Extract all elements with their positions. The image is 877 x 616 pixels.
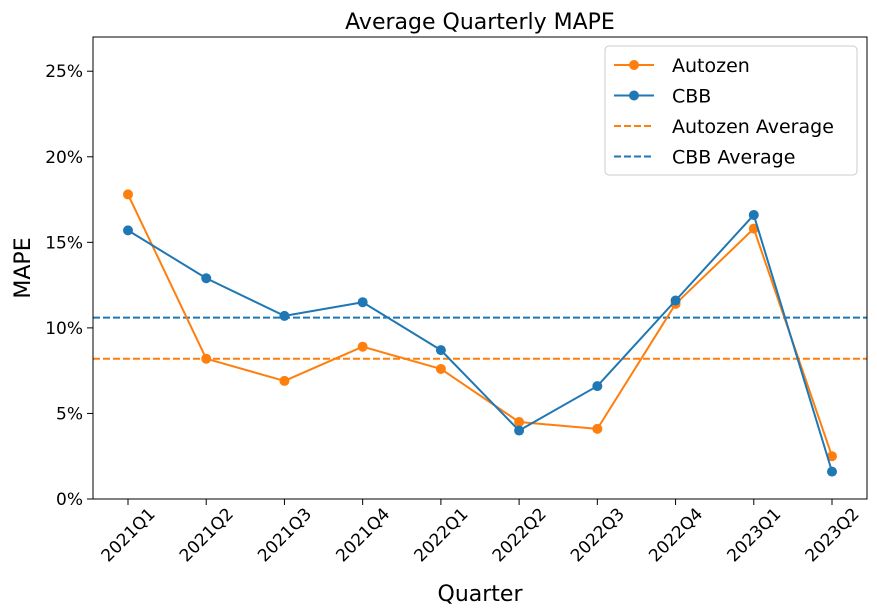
data-point: [514, 425, 525, 436]
x-tick-label: 2022Q2: [489, 504, 551, 566]
data-point: [514, 417, 525, 427]
data-point: [827, 466, 837, 477]
series-line: [127, 193, 833, 457]
x-axis-label: Quarter: [438, 582, 524, 607]
data-point: [592, 423, 603, 434]
x-tick-label: 2022Q1: [411, 504, 473, 566]
data-point: [435, 345, 446, 356]
data-point: [670, 295, 681, 306]
y-axis-label: MAPE: [11, 237, 36, 298]
data-point: [592, 381, 603, 392]
data-point: [357, 341, 368, 352]
y-tick-label: 15%: [45, 233, 83, 253]
data-point: [279, 310, 290, 321]
y-axis: 0% 5% 10% 15% 20% 25%: [45, 62, 93, 510]
x-tick-label: 2021Q3: [254, 504, 316, 566]
x-tick-label: 2023Q2: [802, 504, 864, 566]
plot-frame: [92, 36, 868, 500]
legend-box: [604, 45, 858, 176]
data-point: [435, 363, 446, 374]
chart-title: Average Quarterly MAPE: [345, 10, 615, 35]
data-point: [201, 273, 212, 284]
data-point: [279, 375, 290, 386]
x-tick-label: 2021Q1: [98, 504, 160, 566]
y-tick-label: 10%: [45, 319, 83, 339]
legend-marker: [629, 90, 639, 101]
legend-label: CBB: [672, 86, 711, 108]
series-line: [127, 213, 833, 472]
data-point: [748, 209, 759, 220]
y-tick-label: 20%: [45, 148, 83, 168]
x-tick-label: 2021Q2: [176, 504, 238, 566]
legend-marker: [629, 60, 639, 70]
x-tick-label: 2022Q3: [567, 504, 629, 566]
reference-lines: [93, 316, 867, 360]
legend: Autozen CBB Autozen Average CBB Average: [604, 45, 858, 176]
data-point: [123, 225, 133, 236]
y-tick-label: 0%: [56, 490, 83, 510]
x-tick-label: 2021Q4: [332, 504, 394, 566]
series-layer: [123, 189, 837, 477]
legend-label: Autozen Average: [672, 116, 834, 138]
legend-label: CBB Average: [672, 147, 795, 169]
y-tick-label: 25%: [45, 62, 83, 82]
series-1: [123, 209, 837, 477]
data-point: [201, 353, 212, 364]
data-point: [827, 451, 837, 462]
x-tick-label: 2022Q4: [645, 504, 707, 566]
data-point: [357, 297, 368, 308]
legend-label: Autozen: [672, 55, 750, 77]
y-tick-label: 5%: [56, 404, 83, 424]
data-point: [123, 189, 133, 200]
x-tick-label: 2023Q1: [723, 504, 785, 566]
x-axis: 2021Q1 2021Q2 2021Q3 2021Q4 2022Q1 2022Q2 2022…: [98, 499, 864, 566]
